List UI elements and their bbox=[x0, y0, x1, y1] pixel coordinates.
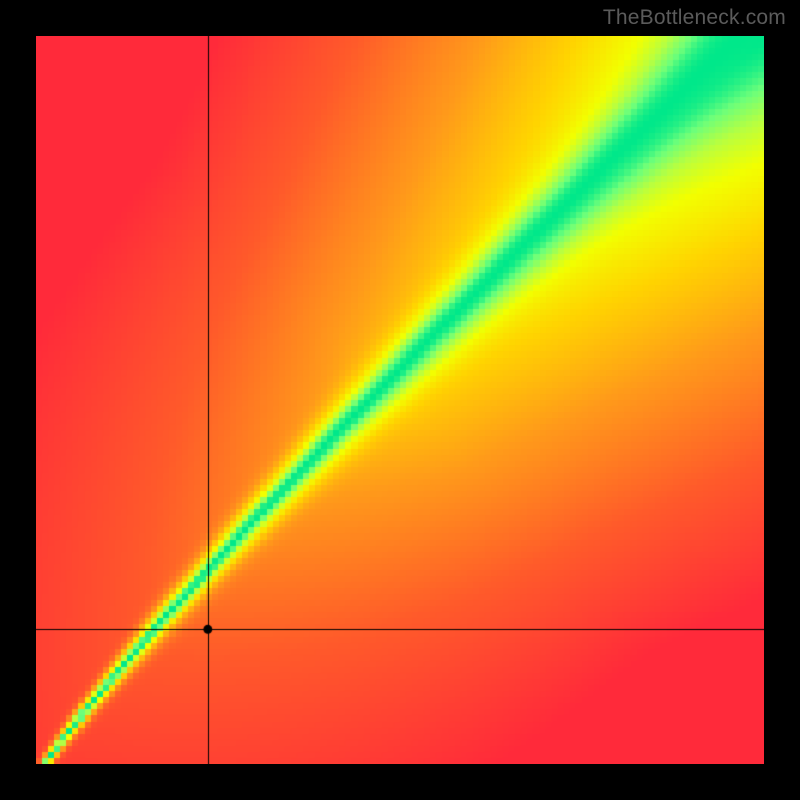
heatmap-plot bbox=[36, 36, 764, 764]
heatmap-canvas bbox=[36, 36, 764, 764]
page-root: TheBottleneck.com bbox=[0, 0, 800, 800]
attribution-text: TheBottleneck.com bbox=[603, 6, 786, 30]
